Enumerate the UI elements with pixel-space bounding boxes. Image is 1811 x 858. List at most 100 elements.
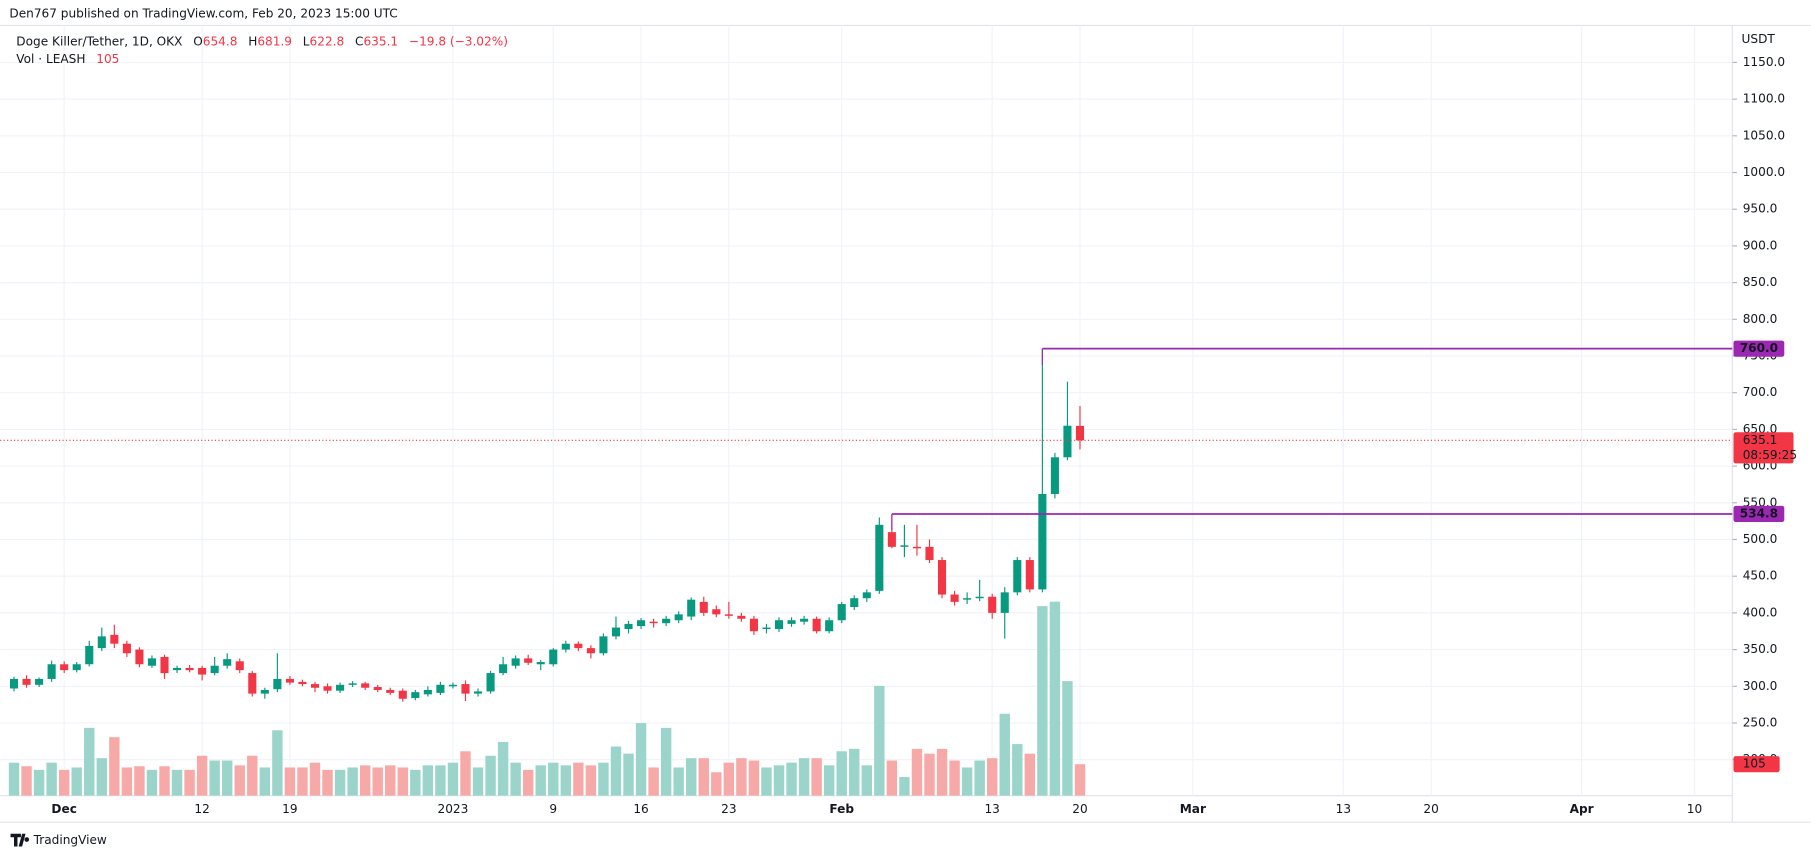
x-tick-label: Feb (829, 802, 854, 816)
candle-body (22, 678, 31, 685)
candle-body (47, 664, 56, 679)
level-label: 760.0 (1740, 341, 1778, 355)
volume-bar (548, 762, 559, 796)
candle-body (60, 664, 69, 671)
candle-body (950, 594, 959, 602)
volume-bar (397, 767, 408, 796)
y-tick-label: 350.0 (1743, 642, 1778, 656)
x-tick-label: 10 (1687, 802, 1702, 816)
candle-body (147, 658, 157, 666)
candle-body (72, 664, 81, 671)
candle-body (737, 615, 746, 619)
volume-bar (610, 746, 622, 796)
volume-bar (284, 767, 296, 796)
candle-body (210, 665, 219, 674)
volume-title: Vol · LEASH (16, 51, 85, 65)
volume-bar (886, 760, 898, 796)
candle-body (336, 684, 345, 691)
volume-bar (96, 758, 107, 796)
candle-body (599, 636, 608, 654)
candle-body (85, 645, 94, 665)
candle-body (687, 599, 696, 617)
volume-label: 105 (1743, 757, 1766, 771)
candle-body (637, 620, 646, 627)
volume-bar (560, 765, 572, 796)
candle-body (173, 667, 182, 671)
volume-bar (222, 760, 233, 796)
y-tick-label: 300.0 (1743, 679, 1778, 693)
candle-body (561, 643, 570, 650)
volume-bar (347, 767, 358, 796)
volume-bar (1049, 601, 1061, 796)
volume-bar (924, 753, 935, 796)
volume-bar (623, 753, 634, 796)
volume-bar (961, 767, 973, 796)
candle-body (499, 664, 508, 674)
candle-body (912, 546, 921, 549)
volume-bar (58, 769, 70, 796)
brand: TradingView (33, 833, 107, 847)
candle-body (436, 684, 445, 693)
candle-body (549, 649, 558, 665)
symbol: Doge Killer/Tether, 1D, OKX (16, 34, 182, 48)
volume-bar (435, 765, 446, 796)
candle-body (135, 649, 144, 665)
ohlc-value: 635.1 (363, 34, 398, 48)
grid (0, 25, 1733, 796)
last-price-label: 635.1 (1743, 433, 1778, 447)
candle-body (674, 614, 683, 621)
volume-bar (1062, 681, 1073, 796)
x-tick-label: 2023 (438, 802, 469, 816)
volume-bar (159, 766, 170, 796)
volume-bar (987, 758, 998, 796)
x-tick-label: 13 (1336, 802, 1351, 816)
candle-body (310, 684, 320, 688)
x-tick-label: 23 (721, 802, 736, 816)
candle-body (473, 691, 483, 694)
countdown: 08:59:25 (1743, 448, 1797, 462)
volume-bar (359, 765, 371, 796)
volume-bar (209, 760, 220, 796)
volume-bar (635, 723, 647, 796)
candle-body (724, 614, 733, 616)
level-label: 534.8 (1740, 506, 1778, 520)
level-label-box (1733, 340, 1785, 357)
x-tick-label: 13 (984, 802, 999, 816)
candle-body (662, 618, 671, 624)
volume-bar (936, 748, 948, 796)
x-tick-label: 16 (633, 802, 648, 816)
y-tick-label: 500.0 (1743, 532, 1778, 546)
candle-body (348, 683, 357, 685)
volume-bar (497, 741, 509, 796)
volume-label-box (1733, 756, 1780, 773)
candle-body (837, 604, 846, 621)
volume-bar (171, 769, 183, 796)
volume-bar (836, 751, 847, 796)
y-tick-label: 550.0 (1743, 495, 1778, 509)
volume-bar (33, 769, 45, 796)
x-tick-label: 9 (549, 802, 557, 816)
volume-bar (736, 758, 747, 796)
candle-body (198, 667, 207, 675)
candle-body (97, 636, 106, 649)
x-tick-label: 20 (1423, 802, 1438, 816)
candle-body (223, 659, 232, 666)
volume-bar (447, 762, 459, 796)
y-tick-label: 900.0 (1743, 238, 1778, 252)
candle-body (461, 684, 470, 694)
volume-bar (472, 767, 484, 796)
y-tick-label: 1150.0 (1743, 55, 1785, 69)
legend: Doge Killer/Tether, 1D, OKX O654.8 H681.… (16, 34, 508, 65)
volume-bar (247, 755, 258, 796)
volume-bar (84, 727, 95, 796)
volume-bar (184, 769, 195, 796)
ohlc-value: 654.8 (203, 34, 238, 48)
candle-body (448, 684, 457, 687)
candle-body (825, 620, 834, 632)
y-tick-label: 450.0 (1743, 569, 1778, 583)
y-tick-label: 250.0 (1743, 715, 1778, 729)
candle-body (122, 643, 131, 654)
ohlc-value: 622.8 (310, 34, 345, 48)
volume-bar (798, 758, 810, 796)
